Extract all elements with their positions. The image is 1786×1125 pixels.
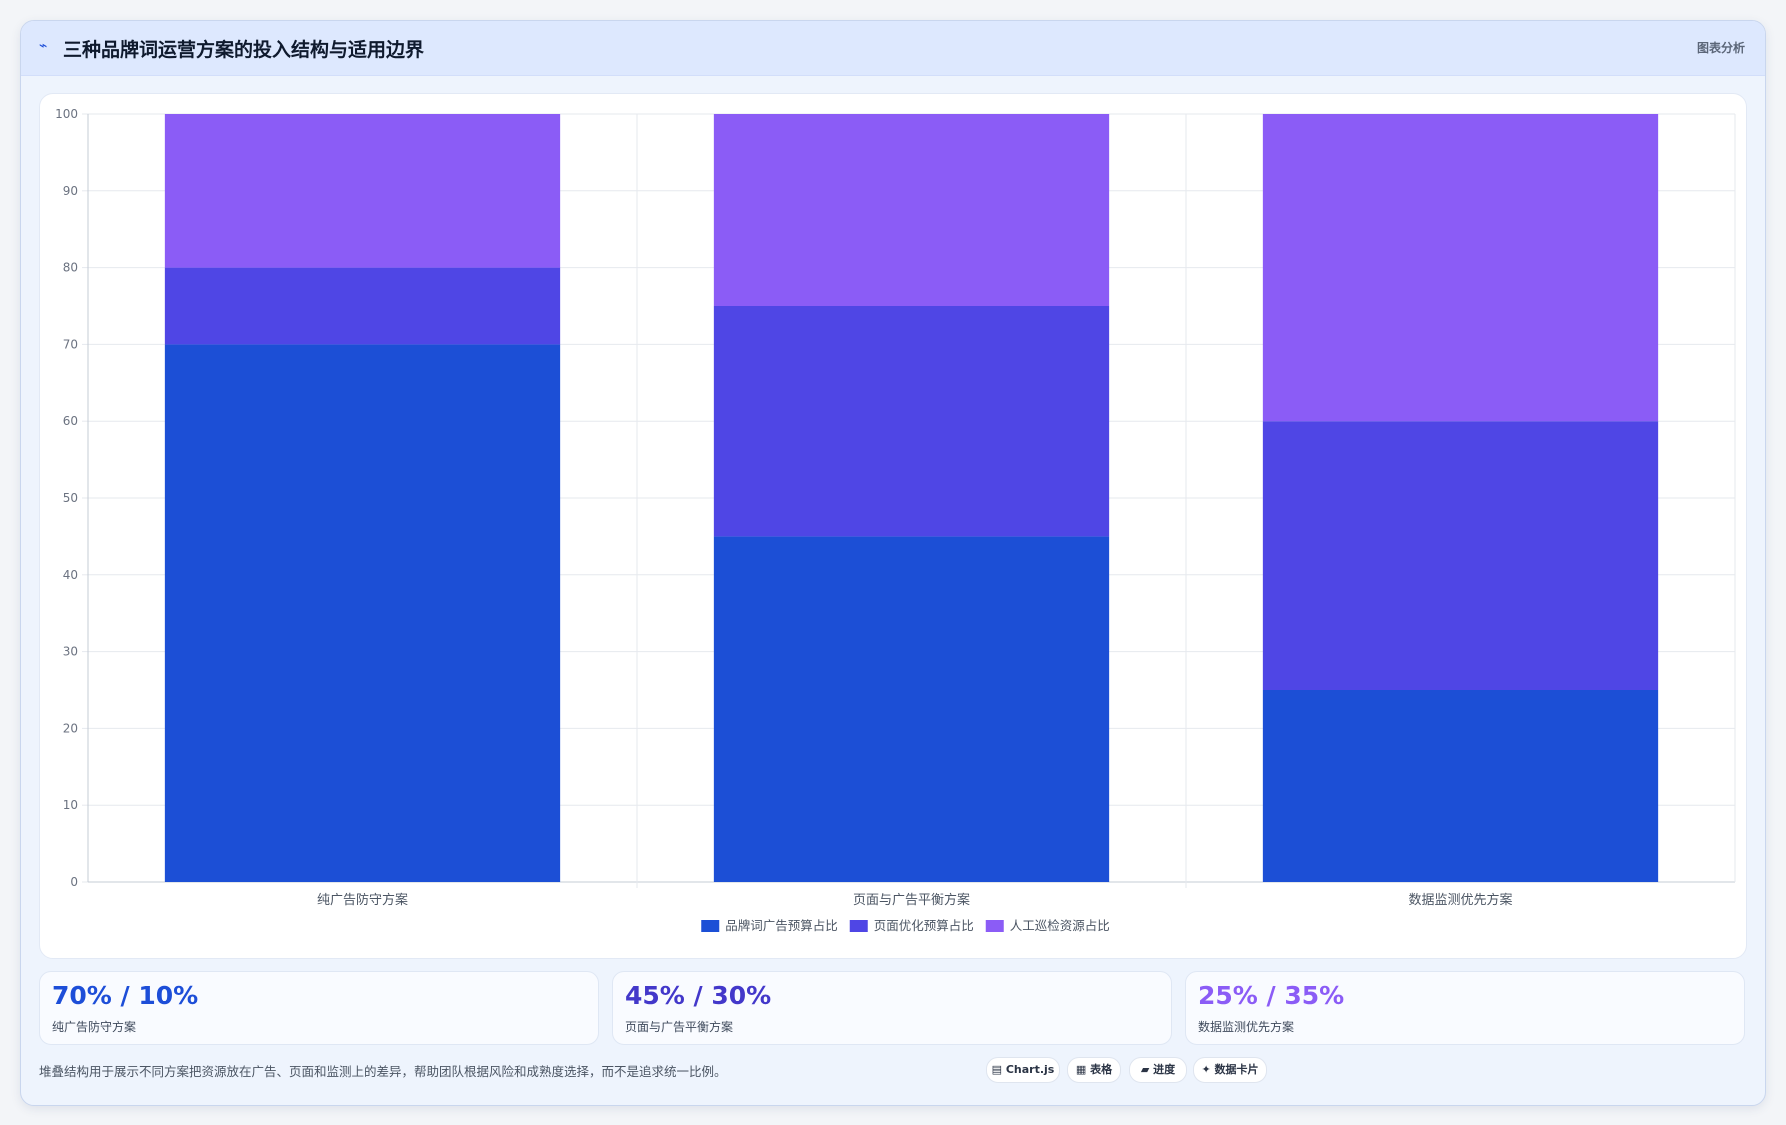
bar-segment [1262,114,1659,422]
stat-card-monitoring: 25% / 35% 数据监测优先方案 [1185,971,1745,1045]
legend-label: 品牌词广告预算占比 [725,918,838,933]
panel-title: 三种品牌词运营方案的投入结构与适用边界 [63,39,425,61]
stat-value: 45% / 30% [625,981,772,1010]
legend-label: 人工巡检资源占比 [1010,918,1110,933]
x-tick-label: 数据监测优先方案 [1408,892,1512,908]
chip-chartjs[interactable]: ▤ Chart.js [986,1057,1060,1083]
y-tick-label: 20 [63,721,78,735]
bar-segment [1262,690,1659,882]
stat-label: 纯广告防守方案 [52,1020,137,1034]
chart-footnote: 堆叠结构用于展示不同方案把资源放在广告、页面和监测上的差异，帮助团队根据风险和成… [39,1064,727,1079]
bar-segment [713,114,1110,306]
y-tick-label: 60 [63,414,78,428]
y-tick-label: 50 [63,491,78,505]
stat-label: 数据监测优先方案 [1198,1020,1295,1034]
bar-segment [713,536,1110,882]
x-tick-label: 纯广告防守方案 [317,892,408,908]
stat-label: 页面与广告平衡方案 [625,1020,734,1034]
stat-card-ads-defense: 70% / 10% 纯广告防守方案 [39,971,599,1045]
y-tick-label: 80 [63,261,78,275]
stat-value: 70% / 10% [52,981,199,1010]
y-tick-label: 100 [55,107,78,121]
stacked-bar-chart: 0 10 20 30 40 50 60 70 80 90 100 纯广告防守方案 页面与广告平衡方案 数据… [55,107,1736,933]
bar-segment [164,114,561,268]
y-tick-label: 30 [63,645,78,659]
chart-panel: ⌁ 三种品牌词运营方案的投入结构与适用边界 图表分析 0 10 20 30 40 50 60… [20,20,1766,1106]
legend-swatch [985,920,1004,932]
x-tick-label: 页面与广告平衡方案 [853,892,970,908]
y-tick-label: 10 [63,798,78,812]
y-tick-label: 40 [63,568,78,582]
bar-segment [164,344,561,882]
y-tick-label: 0 [70,875,78,889]
chip-progress[interactable]: ▰ 进度 [1129,1057,1187,1083]
bar-segment [713,306,1110,537]
y-tick-label: 90 [63,184,78,198]
y-tick-label: 70 [63,337,78,351]
chart-analysis-button[interactable]: 图表分析 [1696,41,1745,55]
bar-segment [1262,421,1659,690]
legend-swatch [701,920,720,932]
chip-table[interactable]: ▦ 表格 [1067,1057,1121,1083]
pulse-icon: ⌁ [39,38,48,54]
chip-data-card[interactable]: ✦ 数据卡片 [1193,1057,1267,1083]
chart-card: 0 10 20 30 40 50 60 70 80 90 100 纯广告防守方案 页面与广告平衡方案 数据… [39,93,1747,959]
panel-header: ⌁ 三种品牌词运营方案的投入结构与适用边界 图表分析 [21,21,1765,76]
bar-segment [164,267,561,345]
stat-value: 25% / 35% [1198,981,1345,1010]
legend-label: 页面优化预算占比 [874,918,974,933]
legend-swatch [849,920,868,932]
stat-card-balanced: 45% / 30% 页面与广告平衡方案 [612,971,1172,1045]
